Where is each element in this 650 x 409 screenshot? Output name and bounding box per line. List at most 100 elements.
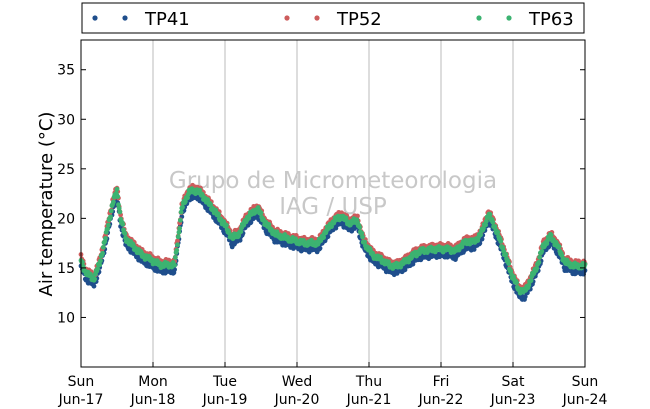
legend-entry-TP52: TP52 [284,9,382,30]
point-TP63 [360,234,365,240]
point-TP63 [105,226,111,232]
point-TP63 [321,235,327,240]
point-TP63 [498,238,504,244]
legend: TP41 TP52 TP63 [81,2,585,34]
y-tick-label: 20 [57,211,75,227]
x-tick-label-date: Jun-19 [202,392,248,408]
point-TP63 [108,214,113,220]
point-TP63 [483,218,489,224]
x-tick-label-day: Sun [572,374,599,390]
point-TP63 [506,261,512,266]
point-TP63 [95,266,100,272]
point-TP63 [100,244,106,250]
plot-frame [80,39,586,368]
x-tick-label-day: Sun [68,374,95,390]
point-TP63 [174,247,180,253]
point-TP41 [248,220,254,225]
point-TP63 [98,258,103,264]
point-TP63 [177,217,183,223]
point-TP63 [120,221,126,227]
point-TP63 [537,254,543,260]
point-TP63 [172,255,178,260]
axes: 10 15 20 25 30 35 Sun Jun-17 Mon Jun-18 Tue Jun-19 W… [57,63,607,408]
point-TP63 [115,194,121,200]
point-TP41 [479,236,485,242]
point-TP63 [548,232,554,238]
point-TP63 [172,262,178,268]
x-tick-label-date: Jun-23 [490,392,536,408]
x-tick-label-date: Jun-21 [346,392,392,408]
point-TP63 [117,209,123,215]
point-TP63 [105,222,111,228]
point-TP63 [185,195,190,201]
point-TP63 [357,224,363,230]
plot-area [81,40,585,367]
legend-label: TP41 [144,9,190,30]
point-TP52 [175,238,180,244]
legend-entry-TP41: TP41 [92,9,190,30]
point-TP52 [355,213,360,219]
x-tick-label-day: Wed [282,374,313,390]
point-TP63 [178,209,184,215]
y-tick-label: 35 [57,63,75,79]
point-TP63 [359,230,365,236]
point-TP63 [481,225,486,231]
x-tick-label-day: Sat [502,374,525,390]
x-tick-label-day: Fri [433,374,450,390]
legend-marker [122,15,128,21]
point-TP63 [526,282,532,288]
point-TP63 [114,186,120,192]
legend-frame [81,2,585,34]
y-tick-label: 15 [57,261,75,277]
x-tick-label-date: Jun-24 [562,392,608,408]
point-TP41 [237,237,243,243]
point-TP63 [514,280,519,286]
point-TP63 [224,222,229,228]
point-TP41 [91,283,97,289]
y-axis-label: Air temperature (°C) [36,112,57,297]
watermark-line-1: Grupo de Micrometeorologia [169,168,497,194]
point-TP63 [103,236,108,241]
point-TP63 [478,232,483,238]
point-TP63 [503,251,509,257]
point-TP63 [459,244,465,250]
point-TP63 [100,250,105,256]
point-TP63 [536,259,542,265]
point-TP63 [122,231,128,236]
point-TP63 [175,234,181,240]
point-TP63 [116,205,122,211]
legend-marker [92,15,98,21]
point-TP63 [508,268,514,274]
point-TP63 [495,229,501,235]
point-TP63 [183,199,188,204]
legend-marker [314,15,320,21]
legend-label: TP52 [336,9,382,30]
series-layer [78,182,588,302]
x-tick-label-date: Jun-18 [130,392,176,408]
legend-entry-TP63: TP63 [476,9,574,30]
legend-marker [506,15,512,21]
point-TP63 [490,219,496,225]
point-TP63 [238,229,244,235]
point-TP41 [317,245,323,251]
point-TP63 [97,262,103,268]
x-tick-label-day: Thu [355,374,382,390]
point-TP63 [208,202,214,208]
x-tick-label-date: Jun-20 [274,392,320,408]
point-TP63 [362,239,368,245]
point-TP63 [92,276,98,282]
point-TP63 [534,265,540,271]
point-TP41 [325,234,331,240]
point-TP63 [258,210,264,216]
point-TP63 [528,278,534,284]
point-TP63 [539,248,545,254]
x-tick-label-day: Tue [212,374,237,390]
legend-marker [476,15,482,21]
x-tick-label-date: Jun-17 [58,392,104,408]
point-TP63 [500,245,506,250]
legend-label: TP63 [528,9,574,30]
legend-marker [284,15,290,21]
point-TP63 [216,212,221,217]
point-TP63 [116,202,121,208]
